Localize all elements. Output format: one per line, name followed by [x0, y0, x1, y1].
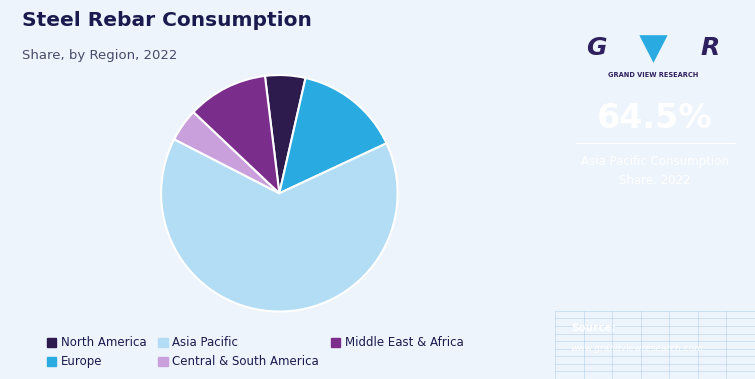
Wedge shape	[174, 112, 279, 193]
Text: Asia Pacific Consumption
Share, 2022: Asia Pacific Consumption Share, 2022	[581, 155, 729, 187]
Text: Share, by Region, 2022: Share, by Region, 2022	[22, 49, 177, 62]
Wedge shape	[279, 78, 387, 193]
Text: Steel Rebar Consumption: Steel Rebar Consumption	[22, 11, 312, 30]
Polygon shape	[639, 35, 667, 63]
Wedge shape	[193, 76, 279, 193]
Text: Source:: Source:	[571, 323, 615, 333]
Text: G: G	[587, 36, 607, 60]
Text: www.grandviewresearch.com: www.grandviewresearch.com	[571, 343, 704, 352]
Text: 64.5%: 64.5%	[597, 102, 713, 135]
Wedge shape	[161, 139, 398, 312]
Text: GRAND VIEW RESEARCH: GRAND VIEW RESEARCH	[609, 72, 698, 78]
Text: R: R	[701, 36, 720, 60]
Wedge shape	[265, 75, 306, 193]
Legend: North America, Europe, Asia Pacific, Central & South America, Middle East & Afri: North America, Europe, Asia Pacific, Cen…	[42, 332, 469, 373]
